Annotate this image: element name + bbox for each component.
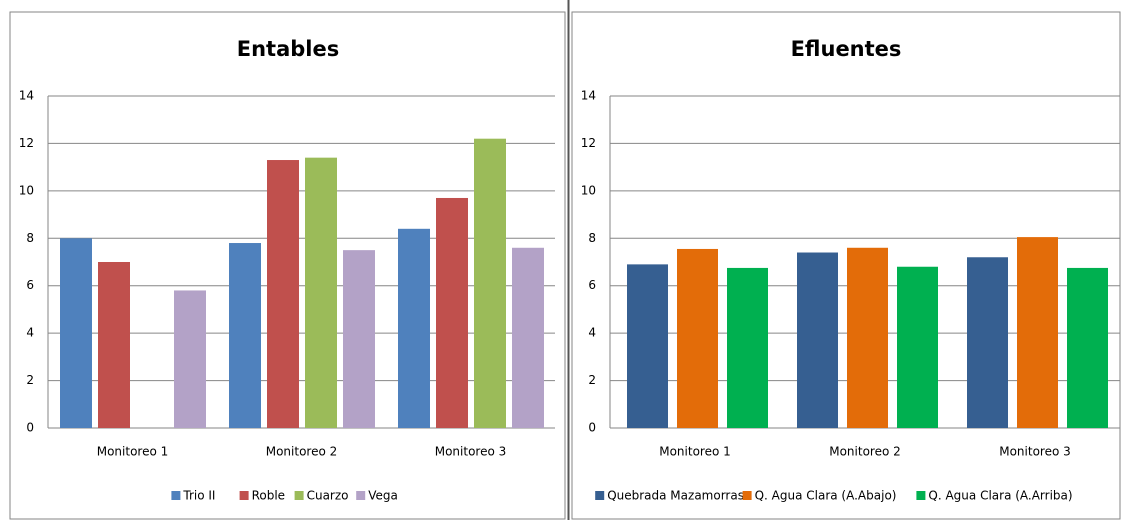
x-tick-label: Monitoreo 2 [266, 445, 338, 459]
bar [677, 248, 718, 428]
y-tick-label: 14 [19, 89, 34, 103]
legend-label: Cuarzo [307, 489, 349, 503]
y-tick-label: 4 [588, 326, 596, 340]
y-tick-label: 2 [588, 373, 596, 387]
bar [343, 250, 375, 428]
y-tick-label: 8 [588, 231, 596, 245]
bar [967, 257, 1008, 428]
x-tick-label: Monitoreo 1 [659, 445, 731, 459]
bar [229, 243, 261, 428]
bar [305, 157, 337, 428]
bar [174, 290, 206, 428]
bar [98, 262, 130, 428]
legend-swatch [294, 491, 304, 500]
y-tick-label: 2 [26, 373, 34, 387]
y-tick-label: 6 [588, 278, 596, 292]
bar [267, 160, 299, 428]
legend-label: Q. Agua Clara (A.Abajo) [755, 489, 897, 503]
bar [398, 228, 430, 428]
legend-swatch [356, 491, 366, 500]
bar [436, 197, 468, 428]
x-tick-label: Monitoreo 2 [829, 445, 901, 459]
legend-label: Quebrada Mazamorras [607, 489, 744, 503]
x-tick-label: Monitoreo 1 [97, 445, 169, 459]
legend-label: Vega [368, 489, 398, 503]
bar [60, 238, 92, 428]
chart-title: Entables [237, 37, 339, 61]
legend-label: Q. Agua Clara (A.Arriba) [928, 489, 1072, 503]
bar [1067, 267, 1108, 428]
bar [797, 252, 838, 428]
bar [727, 267, 768, 428]
y-tick-label: 12 [581, 136, 596, 150]
legend-label: Roble [252, 489, 285, 503]
legend-swatch [239, 491, 249, 500]
y-tick-label: 10 [581, 183, 596, 197]
y-tick-label: 14 [581, 89, 596, 103]
legend-swatch [171, 491, 181, 500]
y-tick-label: 10 [19, 183, 34, 197]
bar [627, 264, 668, 428]
bar [1017, 237, 1058, 428]
bar [897, 266, 938, 428]
y-tick-label: 12 [19, 136, 34, 150]
y-tick-label: 8 [26, 231, 34, 245]
y-tick-label: 6 [26, 278, 34, 292]
x-tick-label: Monitoreo 3 [435, 445, 507, 459]
y-tick-label: 0 [588, 421, 596, 435]
legend-swatch [916, 491, 926, 500]
legend-label: Trio II [182, 489, 215, 503]
legend-swatch [595, 491, 605, 500]
legend-swatch [742, 491, 752, 500]
y-tick-label: 0 [26, 421, 34, 435]
bar [474, 138, 506, 428]
x-tick-label: Monitoreo 3 [999, 445, 1071, 459]
bar [847, 247, 888, 428]
bar [512, 247, 544, 428]
y-tick-label: 4 [26, 326, 34, 340]
chart-title: Efluentes [791, 37, 902, 61]
